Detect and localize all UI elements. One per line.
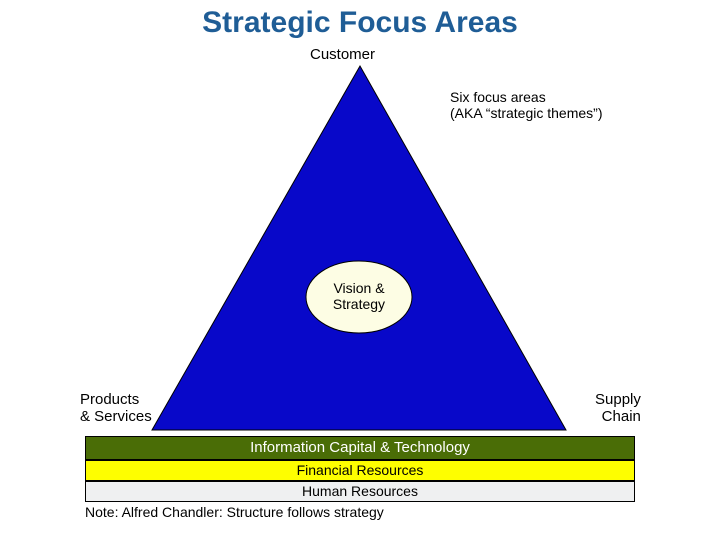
band-info-capital: Information Capital & Technology	[85, 436, 635, 460]
band-financial: Financial Resources	[85, 460, 635, 481]
label-products-l2: & Services	[80, 408, 152, 425]
label-vision-l2: Strategy	[319, 296, 399, 312]
label-vision-l1: Vision &	[319, 280, 399, 296]
footnote: Note: Alfred Chandler: Structure follows…	[85, 504, 384, 520]
label-products: Products & Services	[80, 391, 152, 425]
label-six-focus-l2: (AKA “strategic themes”)	[450, 105, 603, 121]
label-six-focus-l1: Six focus areas	[450, 89, 603, 105]
label-supply-l2: Chain	[595, 408, 641, 425]
label-products-l1: Products	[80, 391, 152, 408]
band-human: Human Resources	[85, 481, 635, 502]
label-six-focus: Six focus areas (AKA “strategic themes”)	[450, 89, 603, 121]
label-vision: Vision & Strategy	[319, 280, 399, 312]
label-supply: Supply Chain	[595, 391, 641, 425]
label-customer: Customer	[310, 46, 375, 63]
label-supply-l1: Supply	[595, 391, 641, 408]
